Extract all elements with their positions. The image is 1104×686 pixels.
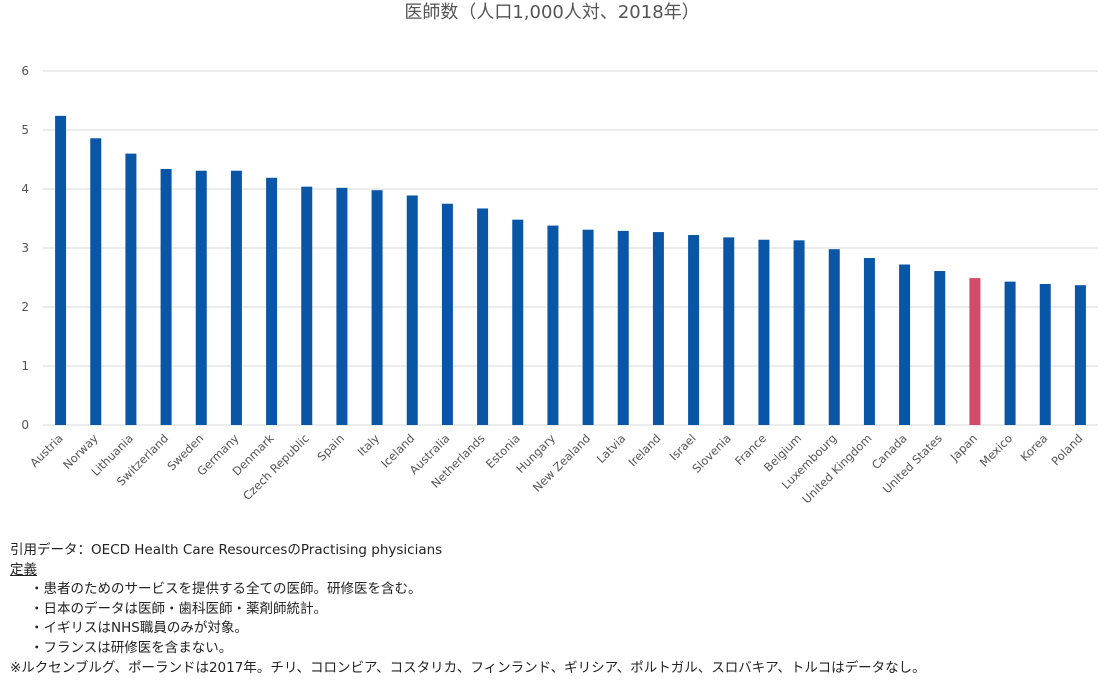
bar-austria — [55, 115, 67, 425]
bar-japan — [969, 278, 981, 425]
y-tick-label: 5 — [21, 123, 29, 137]
x-tick-label: Czech Republic — [240, 431, 312, 503]
x-tick-label: Japan — [947, 431, 980, 464]
x-tick-label: Poland — [1048, 431, 1085, 468]
bar-united-states — [934, 271, 946, 425]
bar-ireland — [652, 232, 664, 425]
x-tick-label: Israel — [667, 431, 699, 463]
x-axis: AustriaNorwayLithuaniaSwitzerlandSwedenG… — [27, 431, 1085, 506]
y-tick-label: 6 — [21, 64, 29, 78]
definition-item: ・患者のためのサービスを提供する全ての医師。研修医を含む。 — [30, 581, 422, 598]
definition-item: ・日本のデータは医師・歯科医師・薬剤師統計。 — [30, 600, 327, 617]
y-tick-label: 2 — [21, 300, 29, 314]
x-tick-label: Spain — [314, 431, 347, 464]
x-tick-label: Korea — [1017, 431, 1050, 464]
bar-hungary — [547, 225, 559, 425]
bar-france — [758, 239, 770, 425]
bar-lithuania — [125, 153, 137, 425]
x-tick-label: Latvia — [594, 431, 629, 466]
bar-latvia — [617, 230, 629, 425]
x-tick-label: Mexico — [977, 431, 1015, 469]
bar-poland — [1074, 285, 1086, 425]
bar-belgium — [793, 240, 805, 425]
bar-spain — [336, 187, 348, 425]
grid-lines — [43, 70, 1098, 426]
bar-mexico — [1004, 281, 1016, 425]
bar-united-kingdom — [863, 258, 875, 425]
x-tick-label: Ireland — [626, 431, 664, 469]
bar-korea — [1039, 283, 1051, 425]
bar-new-zealand — [582, 229, 594, 425]
bar-iceland — [406, 195, 418, 425]
bar-chart: 医師数（人口1,000人対、2018年） 0 1 2 3 4 5 6 AustriaNorw… — [21, 2, 1098, 506]
bar-australia — [441, 203, 453, 425]
definition-item: ・イギリスはNHS職員のみが対象。 — [30, 620, 248, 637]
bar-estonia — [512, 219, 524, 425]
bar-luxembourg — [828, 249, 840, 425]
bar-switzerland — [160, 168, 172, 425]
bar-canada — [899, 264, 911, 425]
x-tick-label: Italy — [355, 431, 383, 459]
bar-slovenia — [723, 237, 735, 425]
bar-sweden — [195, 170, 207, 425]
y-tick-label: 1 — [21, 359, 29, 373]
bar-czech-republic — [301, 186, 313, 425]
bar-netherlands — [477, 208, 489, 425]
notes: 引用データ：OECD Health Care ResourcesのPractis… — [10, 541, 1100, 678]
definition-label: 定義 — [10, 561, 37, 578]
y-tick-label: 0 — [21, 418, 29, 432]
source-text: 引用データ：OECD Health Care ResourcesのPractis… — [10, 542, 443, 558]
footnote: ※ルクセンブルグ、ポーランドは2017年。チリ、コロンビア、コスタリカ、フィンラ… — [10, 659, 926, 676]
bar-norway — [90, 138, 102, 425]
chart-title: 医師数（人口1,000人対、2018年） — [404, 2, 699, 23]
bar-italy — [371, 190, 383, 425]
bars — [55, 115, 1086, 425]
y-tick-label: 4 — [21, 182, 29, 196]
y-axis: 0 1 2 3 4 5 6 — [21, 64, 29, 432]
bar-denmark — [266, 177, 278, 425]
x-tick-label: Slovenia — [689, 431, 734, 476]
x-tick-label: Austria — [27, 431, 66, 470]
y-tick-label: 3 — [21, 241, 29, 255]
bar-israel — [688, 235, 700, 425]
bar-germany — [230, 170, 242, 425]
definition-item: ・フランスは研修医を含まない。 — [30, 639, 233, 656]
